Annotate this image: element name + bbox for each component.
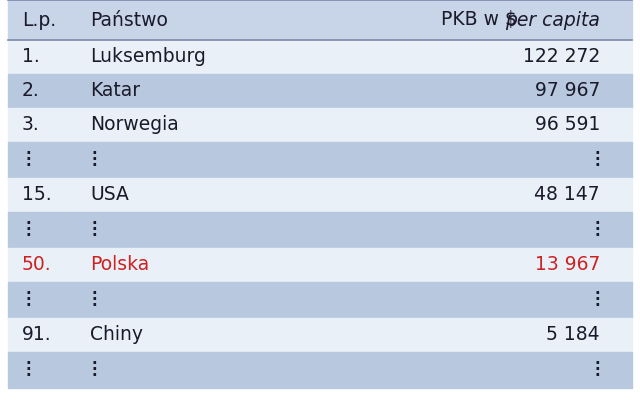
Text: Państwo: Państwo (90, 11, 168, 29)
Text: Polska: Polska (90, 255, 149, 275)
Text: PKB w $: PKB w $ (441, 11, 523, 29)
Text: ·: · (25, 368, 31, 384)
Text: ·: · (91, 357, 97, 372)
Text: 97 967: 97 967 (534, 82, 600, 100)
Text: ·: · (25, 299, 31, 313)
Bar (8, 212, 632, 248)
Text: ·: · (25, 222, 31, 237)
Text: ·: · (25, 228, 31, 244)
Text: 13 967: 13 967 (534, 255, 600, 275)
Text: 1.: 1. (22, 47, 40, 67)
Bar (8, 74, 632, 108)
Text: ·: · (91, 362, 97, 377)
Text: Luksemburg: Luksemburg (90, 47, 206, 67)
Text: 3.: 3. (22, 115, 40, 135)
Text: ·: · (595, 362, 600, 377)
Text: ·: · (91, 158, 97, 173)
Text: 122 272: 122 272 (523, 47, 600, 67)
Text: ·: · (91, 293, 97, 308)
Text: Chiny: Chiny (90, 326, 143, 344)
Text: ·: · (595, 153, 600, 168)
Text: 91.: 91. (22, 326, 52, 344)
Text: ·: · (595, 228, 600, 244)
Text: ·: · (595, 222, 600, 237)
Text: ·: · (25, 153, 31, 168)
Text: per capita: per capita (505, 11, 600, 29)
Text: ·: · (595, 146, 600, 162)
Text: ·: · (595, 293, 600, 308)
Text: ·: · (91, 286, 97, 302)
Text: 2.: 2. (22, 82, 40, 100)
Text: ·: · (25, 158, 31, 173)
Text: ·: · (91, 228, 97, 244)
Text: ·: · (25, 293, 31, 308)
Bar (8, 352, 632, 388)
Text: ·: · (91, 299, 97, 313)
Text: Norwegia: Norwegia (90, 115, 179, 135)
Text: 15.: 15. (22, 186, 52, 204)
Text: ·: · (25, 357, 31, 372)
Text: 96 591: 96 591 (534, 115, 600, 135)
Bar (8, 40, 632, 74)
Text: Katar: Katar (90, 82, 140, 100)
Text: ·: · (91, 153, 97, 168)
Text: ·: · (91, 217, 97, 231)
Text: 50.: 50. (22, 255, 52, 275)
Text: ·: · (91, 146, 97, 162)
Bar (8, 282, 632, 318)
Text: 5 184: 5 184 (547, 326, 600, 344)
Text: ·: · (91, 222, 97, 237)
Text: ·: · (595, 217, 600, 231)
Text: ·: · (91, 368, 97, 384)
Text: ·: · (25, 217, 31, 231)
Bar (8, 248, 632, 282)
Text: ·: · (25, 286, 31, 302)
Text: ·: · (595, 357, 600, 372)
Text: ·: · (25, 146, 31, 162)
Text: ·: · (595, 368, 600, 384)
Bar (8, 318, 632, 352)
Text: ·: · (595, 299, 600, 313)
Text: ·: · (25, 362, 31, 377)
Bar (8, 142, 632, 178)
Text: L.p.: L.p. (22, 11, 56, 29)
Text: ·: · (595, 286, 600, 302)
Bar (8, 108, 632, 142)
Text: 48 147: 48 147 (534, 186, 600, 204)
Text: USA: USA (90, 186, 129, 204)
Bar (8, 178, 632, 212)
Text: ·: · (595, 158, 600, 173)
Bar (8, 0, 632, 40)
